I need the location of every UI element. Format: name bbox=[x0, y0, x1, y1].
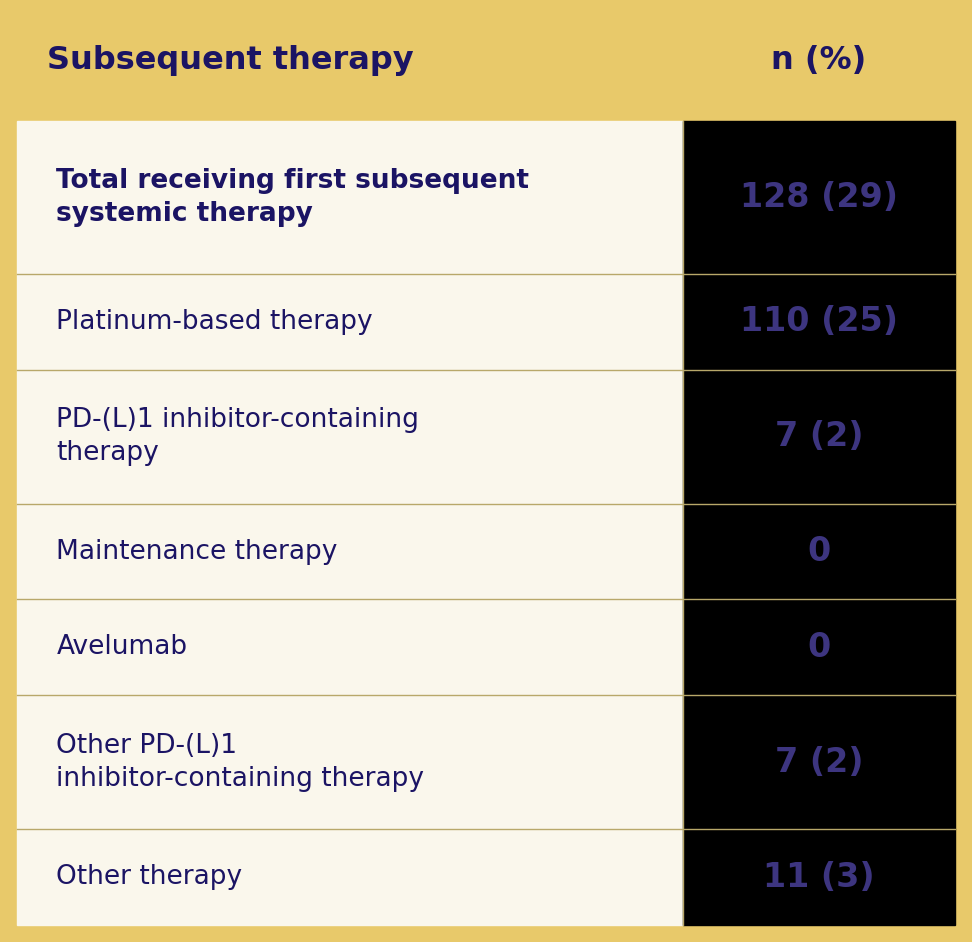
Bar bbox=[17, 504, 683, 599]
Text: 7 (2): 7 (2) bbox=[775, 420, 863, 453]
Bar bbox=[17, 369, 683, 504]
Text: Maintenance therapy: Maintenance therapy bbox=[56, 539, 337, 564]
Text: PD-(L)1 inhibitor-containing
therapy: PD-(L)1 inhibitor-containing therapy bbox=[56, 407, 419, 466]
Text: Avelumab: Avelumab bbox=[56, 634, 188, 660]
Text: n (%): n (%) bbox=[772, 45, 866, 75]
Bar bbox=[17, 17, 955, 104]
Bar bbox=[17, 829, 683, 925]
Bar bbox=[17, 121, 683, 274]
Text: 0: 0 bbox=[808, 535, 830, 568]
Text: 11 (3): 11 (3) bbox=[763, 861, 875, 894]
Bar bbox=[17, 599, 683, 695]
Text: 0: 0 bbox=[808, 631, 830, 664]
Bar bbox=[17, 274, 683, 369]
Text: Other PD-(L)1
inhibitor-containing therapy: Other PD-(L)1 inhibitor-containing thera… bbox=[56, 733, 425, 791]
Text: Subsequent therapy: Subsequent therapy bbox=[47, 45, 413, 75]
Text: Other therapy: Other therapy bbox=[56, 864, 242, 890]
Bar bbox=[683, 369, 955, 504]
Bar bbox=[683, 504, 955, 599]
Bar bbox=[683, 599, 955, 695]
Text: Total receiving first subsequent
systemic therapy: Total receiving first subsequent systemi… bbox=[56, 168, 530, 227]
Text: 7 (2): 7 (2) bbox=[775, 746, 863, 779]
Text: Platinum-based therapy: Platinum-based therapy bbox=[56, 309, 373, 334]
Bar bbox=[17, 695, 683, 829]
Text: 110 (25): 110 (25) bbox=[740, 305, 898, 338]
Bar bbox=[683, 274, 955, 369]
Bar bbox=[683, 121, 955, 274]
Bar bbox=[683, 829, 955, 925]
Bar bbox=[683, 695, 955, 829]
Text: 128 (29): 128 (29) bbox=[740, 181, 898, 214]
